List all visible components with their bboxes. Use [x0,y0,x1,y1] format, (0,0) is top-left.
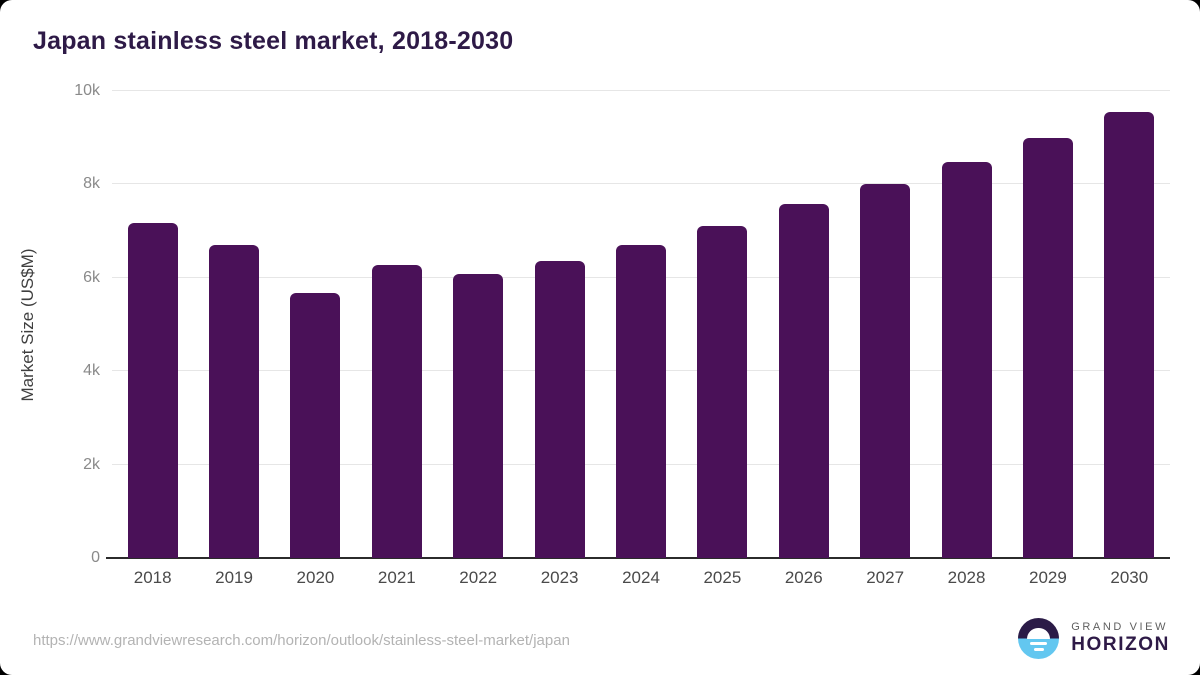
x-label-2023: 2023 [540,568,579,587]
bar-2028[interactable] [941,162,992,558]
y-tick-label-10k: 10k [74,82,100,99]
x-label-2025: 2025 [703,568,742,587]
bar-2029[interactable] [1022,138,1073,558]
x-label-2026: 2026 [784,568,823,587]
y-tick-label-2k: 2k [83,455,100,473]
y-tick-label-0: 0 [91,549,100,566]
bar-2023[interactable] [534,260,585,558]
y-tick-label-6k: 6k [83,268,100,286]
bar-2020[interactable] [290,292,341,558]
x-label-2030: 2030 [1110,568,1149,587]
bar-2025[interactable] [697,225,748,558]
x-label-2024: 2024 [622,568,660,587]
y-tick-label-8k: 8k [83,175,100,193]
source-url[interactable]: https://www.grandviewresearch.com/horizo… [33,632,570,649]
y-tick-label-4k: 4k [83,362,100,380]
x-label-2028: 2028 [947,568,986,587]
logo-brand-name: GRAND VIEW [1071,621,1169,634]
bar-2018[interactable] [127,223,178,558]
y-axis-title: Market Size (US$M) [18,248,37,402]
bar-2019[interactable] [209,244,260,558]
gridline-8k [112,183,1170,185]
bar-2021[interactable] [371,264,422,558]
x-label-2027: 2027 [866,568,905,587]
logo-product-name: HORIZON [1071,633,1170,655]
x-axis-line [106,557,1170,559]
x-label-2021: 2021 [377,568,416,587]
plot-area: 0 2k 4k 6k 8k 10k 2018 2019 2020 2021 2022 2023 2024… [74,82,1170,587]
x-label-2018: 2018 [133,568,172,587]
x-label-2022: 2022 [459,568,498,587]
bar-2027[interactable] [860,184,911,558]
bar-2022[interactable] [453,274,504,558]
horizon-sun-icon [1018,618,1060,659]
bar-2024[interactable] [616,244,666,558]
x-label-2019: 2019 [215,568,253,587]
bar-2030[interactable] [1104,112,1155,558]
x-label-2029: 2029 [1029,568,1067,587]
chart-title: Japan stainless steel market, 2018-2030 [33,27,514,55]
grand-view-horizon-logo: GRAND VIEW HORIZON [1018,618,1170,659]
bar-2026[interactable] [778,204,829,558]
x-label-2020: 2020 [296,568,335,587]
gridline-10k [112,90,1170,91]
